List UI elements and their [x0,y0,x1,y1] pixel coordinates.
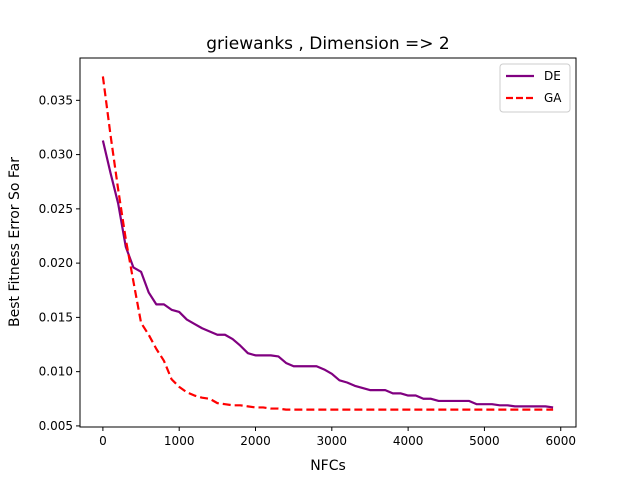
y-axis-label: Best Fitness Error So Far [7,157,23,327]
legend-label-ga: GA [544,91,562,105]
y-tick-label: 0.035 [39,93,73,107]
y-tick-label: 0.015 [39,310,73,324]
y-tick-label: 0.030 [39,148,73,162]
x-tick-label: 3000 [317,434,348,448]
plot-area [101,76,554,411]
x-tick-label: 4000 [393,434,424,448]
x-tick-label: 2000 [240,434,271,448]
x-tick-label: 1000 [164,434,195,448]
x-tick-label: 6000 [545,434,576,448]
series-line-ga [101,76,554,411]
y-tick-label: 0.010 [39,365,73,379]
y-tick-label: 0.005 [39,419,73,433]
series-line-de [101,140,554,409]
x-axis: 0 1000 2000 3000 4000 5000 6000 [99,427,576,448]
plot-frame [79,57,577,428]
x-tick-label: 0 [99,434,107,448]
x-tick-label: 5000 [469,434,500,448]
y-tick-label: 0.020 [39,256,73,270]
legend: DE GA [499,63,571,113]
y-tick-label: 0.025 [39,202,73,216]
x-axis-label: NFCs [310,458,346,474]
chart-title: griewanks , Dimension => 2 [206,34,449,54]
legend-label-de: DE [544,69,561,83]
y-axis: 0.005 0.010 0.015 0.020 0.025 0.030 0.035 [39,93,80,433]
